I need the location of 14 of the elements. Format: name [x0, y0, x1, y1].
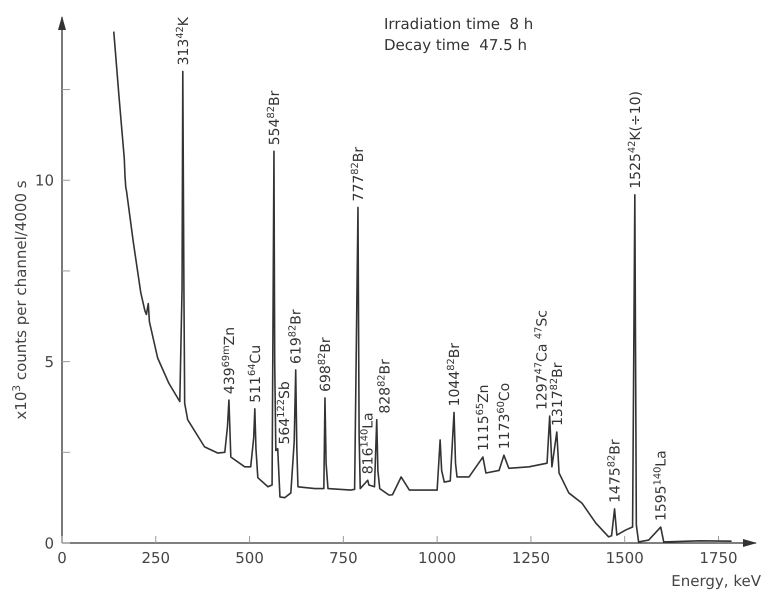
y-tick-label: 10 [34, 171, 54, 190]
x-tick-label: 1000 [418, 549, 456, 567]
x-tick-label: 1250 [512, 549, 550, 567]
annotation: Decay time 47.5 h [384, 36, 527, 54]
annotation: Irradiation time 8 h [384, 15, 534, 33]
x-tick-label: 1500 [606, 549, 644, 567]
x-tick-label: 750 [329, 549, 358, 567]
y-tick-label: 5 [44, 352, 54, 371]
x-axis-title: Energy, keV [671, 572, 762, 590]
x-tick-label: 1750 [699, 549, 738, 567]
x-tick-label: 250 [141, 549, 170, 567]
x-tick-label: 0 [57, 549, 67, 567]
y-tick-label: 0 [44, 534, 54, 552]
x-tick-label: 500 [235, 549, 264, 567]
